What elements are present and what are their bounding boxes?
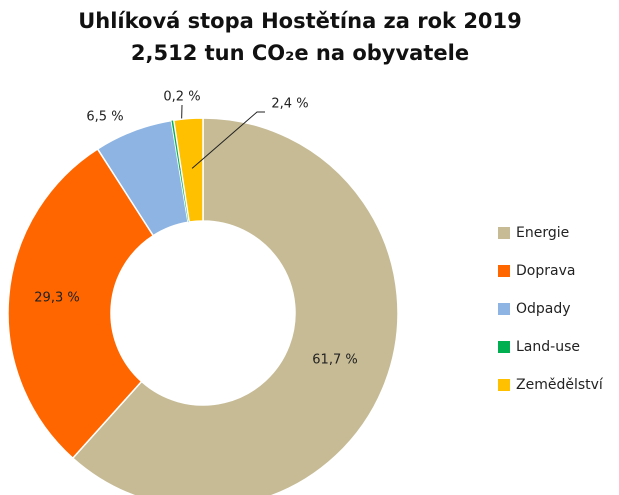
legend-swatch — [498, 303, 510, 315]
chart-subtitle: 2,512 tun CO₂e na obyvatele — [131, 41, 469, 65]
legend-label: Odpady — [516, 301, 571, 317]
donut-slice — [7, 147, 155, 460]
legend-swatch — [498, 341, 510, 353]
leader-line — [191, 111, 265, 169]
data-label: 2,4 % — [271, 97, 308, 112]
legend-swatch — [498, 379, 510, 391]
data-label: 29,3 % — [34, 291, 79, 306]
legend-swatch — [498, 265, 510, 277]
donut-slice — [172, 117, 204, 223]
donut-slice — [71, 117, 399, 495]
legend-label: Land-use — [516, 339, 580, 355]
legend-label: Doprava — [516, 263, 575, 279]
legend-label: Zemědělství — [516, 377, 604, 393]
data-label: 61,7 % — [312, 353, 357, 368]
data-label: 0,2 % — [163, 90, 200, 105]
data-label: 6,5 % — [86, 110, 123, 125]
legend-label: Energie — [516, 225, 569, 241]
chart-title: Uhlíková stopa Hostětína za rok 2019 — [78, 9, 522, 33]
legend-swatch — [498, 227, 510, 239]
